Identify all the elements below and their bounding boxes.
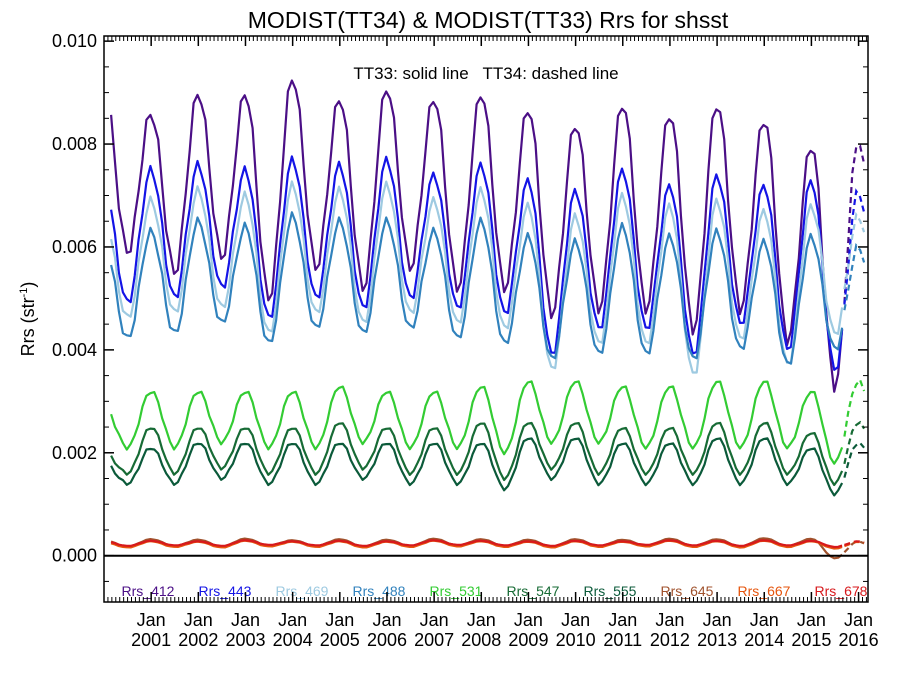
y-axis-label: Rrs (str-1) <box>18 282 38 357</box>
legend-entry: Rrs_547 <box>507 583 560 599</box>
y-tick-label: 0.006 <box>52 237 97 257</box>
series-line-rrs-555 <box>110 437 844 497</box>
series-dashed-rrs-678 <box>844 540 865 546</box>
legend-entry: Rrs_469 <box>276 583 329 599</box>
legend-entry: Rrs_443 <box>199 583 252 599</box>
plot-frame <box>103 35 869 603</box>
x-tick-year-label: 2001 <box>131 630 171 650</box>
y-tick-label: 0.008 <box>52 134 97 154</box>
x-tick-year-label: 2012 <box>650 630 690 650</box>
series-line-rrs-412 <box>110 79 844 393</box>
x-tick-month-label: Jan <box>797 610 826 630</box>
x-tick-year-label: 2002 <box>178 630 218 650</box>
x-tick-month-label: Jan <box>703 610 732 630</box>
series-dashed-rrs-531 <box>843 377 866 437</box>
x-tick-month-label: Jan <box>231 610 260 630</box>
legend-entry: Rrs_412 <box>122 583 175 599</box>
x-tick-month-label: Jan <box>467 610 496 630</box>
y-axis: 0.000 0.002 0.004 0.006 0.008 0.010 <box>52 31 868 582</box>
series-dashed-rrs-412 <box>843 144 866 303</box>
series-dashed-rrs-547 <box>843 420 866 465</box>
legend-entry: Rrs_531 <box>430 583 483 599</box>
series-line-rrs-531 <box>110 380 844 465</box>
x-tick-month-label: Jan <box>137 610 166 630</box>
x-tick-month-label: Jan <box>278 610 307 630</box>
chart-title: MODIST(TT34) & MODIST(TT33) Rrs for shss… <box>248 7 729 33</box>
y-tick-label: 0.000 <box>52 546 97 566</box>
x-tick-month-label: Jan <box>372 610 401 630</box>
series-dashed-rrs-488 <box>843 242 866 311</box>
series-line-rrs-488 <box>110 211 844 365</box>
x-tick-month-label: Jan <box>750 610 779 630</box>
x-axis: Jan2001Jan2002Jan2003Jan2004Jan2005Jan20… <box>103 36 879 650</box>
series-layer <box>110 79 866 560</box>
legend: Rrs_412 Rrs_443 Rrs_469 Rrs_488 Rrs_531 Rrs_5… <box>122 583 868 599</box>
x-tick-year-label: 2007 <box>414 630 454 650</box>
x-tick-year-label: 2013 <box>697 630 737 650</box>
x-tick-year-label: 2006 <box>367 630 407 650</box>
legend-entry: Rrs_488 <box>353 583 406 599</box>
x-tick-year-label: 2010 <box>556 630 596 650</box>
legend-entry: Rrs_667 <box>738 583 791 599</box>
legend-entry: Rrs_678 <box>815 583 868 599</box>
x-tick-year-label: 2016 <box>839 630 879 650</box>
x-tick-month-label: Jan <box>655 610 684 630</box>
line-style-annotation: TT33: solid line TT34: dashed line <box>353 64 618 83</box>
x-tick-year-label: 2003 <box>225 630 265 650</box>
x-tick-year-label: 2004 <box>273 630 313 650</box>
legend-entry: Rrs_555 <box>584 583 637 599</box>
x-tick-month-label: Jan <box>844 610 873 630</box>
series-dashed-rrs-555 <box>843 441 865 478</box>
x-tick-month-label: Jan <box>184 610 213 630</box>
series-dashed-rrs-469 <box>843 211 866 290</box>
y-tick-label: 0.002 <box>52 443 97 463</box>
x-tick-month-label: Jan <box>561 610 590 630</box>
series-line-rrs-443 <box>110 155 844 371</box>
legend-entry: Rrs_645 <box>661 583 714 599</box>
x-tick-month-label: Jan <box>608 610 637 630</box>
x-tick-year-label: 2011 <box>603 630 642 650</box>
series-dashed-rrs-443 <box>843 188 866 305</box>
x-tick-year-label: 2008 <box>461 630 501 650</box>
series-line-rrs-678 <box>110 539 843 549</box>
x-tick-year-label: 2009 <box>508 630 548 650</box>
series-line-rrs-469 <box>110 180 844 374</box>
x-tick-month-label: Jan <box>325 610 354 630</box>
x-tick-year-label: 2014 <box>744 630 784 650</box>
x-tick-month-label: Jan <box>420 610 449 630</box>
x-tick-year-label: 2015 <box>791 630 831 650</box>
x-tick-year-label: 2005 <box>320 630 360 650</box>
y-tick-label: 0.010 <box>52 31 97 51</box>
series-line-rrs-547 <box>110 421 844 487</box>
x-tick-month-label: Jan <box>514 610 543 630</box>
y-tick-label: 0.004 <box>52 340 97 360</box>
